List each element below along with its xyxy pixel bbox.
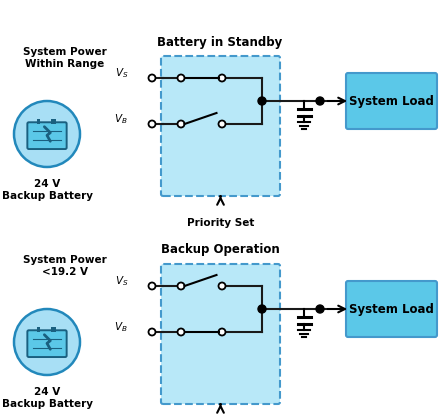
Text: System Load: System Load — [349, 302, 434, 316]
Bar — [51, 118, 56, 124]
Text: System Load: System Load — [349, 95, 434, 108]
Circle shape — [316, 305, 324, 313]
Circle shape — [178, 282, 185, 289]
Circle shape — [316, 97, 324, 105]
Bar — [37, 118, 40, 124]
Text: Backup Operation: Backup Operation — [161, 244, 279, 256]
FancyBboxPatch shape — [161, 264, 280, 404]
Text: $V_S$: $V_S$ — [114, 274, 128, 288]
Circle shape — [14, 309, 80, 375]
FancyBboxPatch shape — [161, 56, 280, 196]
Circle shape — [258, 97, 266, 105]
Circle shape — [218, 75, 226, 81]
Bar — [37, 327, 40, 332]
FancyBboxPatch shape — [27, 330, 67, 357]
Circle shape — [258, 305, 266, 313]
Circle shape — [149, 282, 155, 289]
Circle shape — [178, 329, 185, 336]
Text: 24 V
Backup Battery: 24 V Backup Battery — [1, 179, 93, 201]
Text: Battery in Standby: Battery in Standby — [158, 35, 283, 48]
Text: System Power
Within Range: System Power Within Range — [23, 47, 107, 69]
Text: 24 V
Backup Battery: 24 V Backup Battery — [1, 387, 93, 409]
FancyBboxPatch shape — [346, 73, 437, 129]
Circle shape — [149, 329, 155, 336]
FancyBboxPatch shape — [346, 281, 437, 337]
Bar — [51, 327, 56, 332]
Text: $V_B$: $V_B$ — [114, 320, 128, 334]
Circle shape — [178, 75, 185, 81]
Text: System Power
<19.2 V: System Power <19.2 V — [23, 255, 107, 277]
Circle shape — [149, 121, 155, 128]
Text: $V_B$: $V_B$ — [114, 112, 128, 126]
Circle shape — [14, 101, 80, 167]
Circle shape — [218, 329, 226, 336]
Circle shape — [218, 121, 226, 128]
Circle shape — [178, 121, 185, 128]
Circle shape — [149, 75, 155, 81]
Text: Priority Set: Priority Set — [187, 218, 254, 228]
FancyBboxPatch shape — [27, 122, 67, 149]
Text: $V_S$: $V_S$ — [114, 66, 128, 80]
Circle shape — [218, 282, 226, 289]
